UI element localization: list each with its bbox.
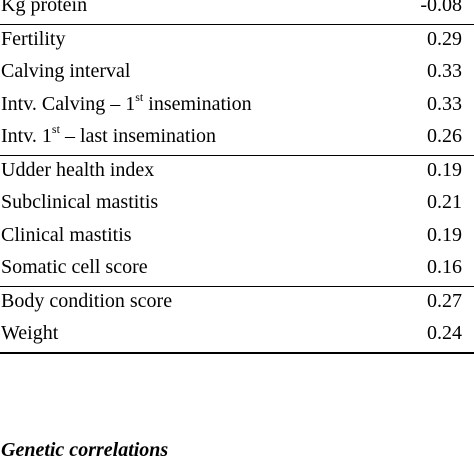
trait-label: Udder health index [1, 158, 155, 181]
ordinal-superscript: st [51, 122, 60, 137]
table-row: Fertility 0.29 [0, 23, 474, 58]
table-row: Body condition score 0.27 [0, 285, 474, 320]
trait-value: 0.19 [427, 158, 462, 181]
table-row: Udder health index 0.19 [0, 154, 474, 189]
table-row: Calving interval 0.33 [0, 57, 474, 90]
table-row: Subclinical mastitis 0.21 [0, 188, 474, 221]
trait-label: Intv. Calving – 1st insemination [1, 89, 252, 115]
heritability-table: Kg protein -0.08 Fertility 0.29 Calving … [0, 0, 474, 354]
table-row: Weight 0.24 [0, 319, 474, 354]
table-row: Somatic cell score 0.16 [0, 253, 474, 286]
trait-value: 0.33 [427, 92, 462, 115]
trait-label-main: Intv. Calving – 1 [1, 92, 136, 115]
trait-label: Clinical mastitis [1, 223, 132, 246]
trait-value: 0.26 [427, 125, 462, 147]
trait-label: Body condition score [1, 289, 173, 312]
trait-value: 0.16 [427, 256, 462, 278]
trait-label-rest: insemination [143, 92, 252, 115]
trait-label: Subclinical mastitis [1, 191, 159, 213]
ordinal-superscript: st [135, 89, 144, 104]
table-row: Clinical mastitis 0.19 [0, 221, 474, 254]
trait-value: 0.19 [427, 223, 462, 246]
trait-value: -0.08 [420, 0, 462, 16]
trait-value: 0.29 [427, 27, 462, 50]
trait-label: Kg protein [1, 0, 88, 16]
trait-value: 0.21 [427, 191, 462, 213]
trait-value: 0.27 [427, 289, 462, 312]
trait-label: Somatic cell score [1, 256, 148, 278]
trait-label: Weight [1, 322, 59, 344]
table-row: Intv. Calving – 1st insemination 0.33 [0, 90, 474, 123]
trait-label-main: Intv. 1 [1, 125, 52, 147]
section-heading: Genetic correlations [1, 439, 169, 461]
table-row: Kg protein -0.08 [0, 0, 474, 24]
trait-label: Intv. 1st – last insemination [1, 122, 217, 147]
table-row: Intv. 1st – last insemination 0.26 [0, 122, 474, 155]
trait-label: Fertility [1, 27, 66, 50]
trait-value: 0.24 [427, 322, 462, 344]
trait-label-rest: – last insemination [59, 125, 217, 147]
trait-value: 0.33 [427, 60, 462, 82]
trait-label: Calving interval [1, 60, 131, 82]
